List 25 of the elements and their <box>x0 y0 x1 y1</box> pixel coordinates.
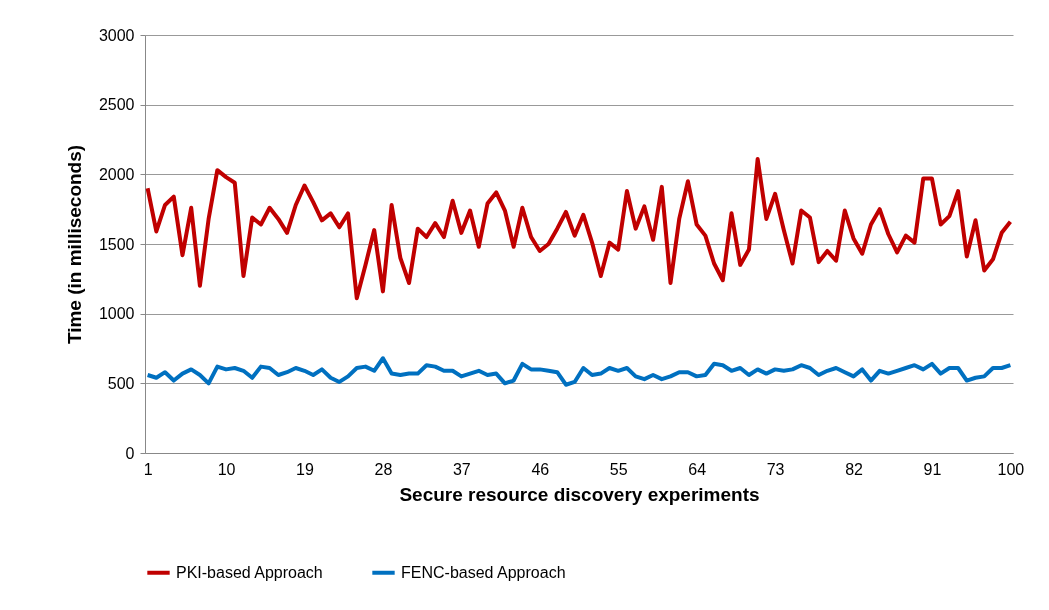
y-tick-label: 500 <box>107 374 135 392</box>
x-tick-label: 73 <box>766 460 785 478</box>
y-axis-title: Time (in milliseconds) <box>63 144 85 345</box>
y-tick-label: 2000 <box>98 165 135 183</box>
x-tick-label: 82 <box>845 460 864 478</box>
y-tick-label: 2500 <box>98 96 135 114</box>
x-axis-title: Secure resource discovery experiments <box>399 483 760 505</box>
y-tick-label: 3000 <box>98 26 135 44</box>
x-tick-label: 55 <box>609 460 628 478</box>
legend-label: PKI-based Approach <box>176 563 323 581</box>
x-tick-label: 46 <box>531 460 550 478</box>
x-tick-label: 100 <box>997 460 1025 478</box>
x-tick-label: 91 <box>923 460 942 478</box>
y-tick-label: 1000 <box>98 305 135 323</box>
line-series <box>145 157 1013 301</box>
x-tick-label: 64 <box>688 460 707 478</box>
x-tick-label: 19 <box>296 460 314 478</box>
x-tick-label: 28 <box>374 460 393 478</box>
legend-label: FENC-based Approach <box>401 563 566 581</box>
x-tick-label: 1 <box>143 460 153 478</box>
y-tick-label: 0 <box>125 444 135 462</box>
y-tick-label: 1500 <box>98 235 135 253</box>
x-tick-label: 10 <box>217 460 236 478</box>
line-series <box>145 356 1013 387</box>
x-tick-label: 37 <box>452 460 471 478</box>
